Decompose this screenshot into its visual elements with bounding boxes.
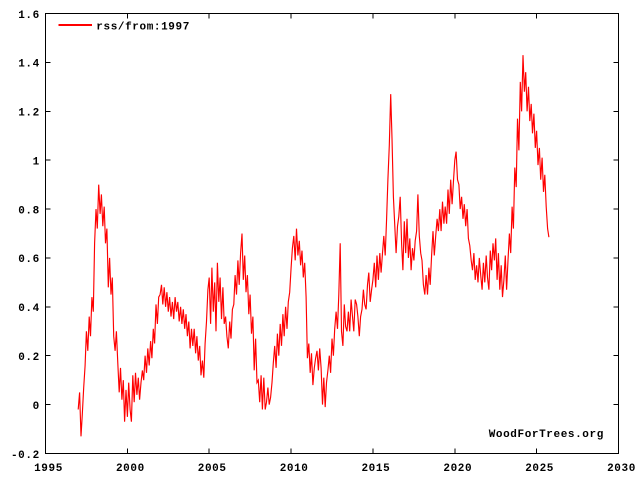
svg-text:rss/from:1997: rss/from:1997 (96, 21, 190, 33)
svg-text:2025: 2025 (525, 463, 554, 475)
svg-text:2015: 2015 (361, 463, 390, 475)
svg-text:1.6: 1.6 (18, 10, 40, 22)
svg-text:1.2: 1.2 (18, 108, 40, 120)
svg-text:0.6: 0.6 (18, 254, 40, 266)
svg-text:2010: 2010 (280, 463, 309, 475)
svg-text:2000: 2000 (116, 463, 145, 475)
svg-text:0.8: 0.8 (18, 205, 40, 217)
svg-text:-0.2: -0.2 (11, 450, 40, 462)
svg-text:1.4: 1.4 (18, 59, 40, 71)
svg-text:0.4: 0.4 (18, 303, 40, 315)
svg-text:WoodForTrees.org: WoodForTrees.org (489, 429, 604, 441)
svg-text:0.2: 0.2 (18, 352, 40, 364)
svg-text:0: 0 (33, 401, 40, 413)
svg-text:1: 1 (33, 157, 40, 169)
svg-text:2030: 2030 (607, 463, 636, 475)
svg-text:2005: 2005 (198, 463, 227, 475)
svg-text:1995: 1995 (34, 463, 63, 475)
svg-text:2020: 2020 (443, 463, 472, 475)
